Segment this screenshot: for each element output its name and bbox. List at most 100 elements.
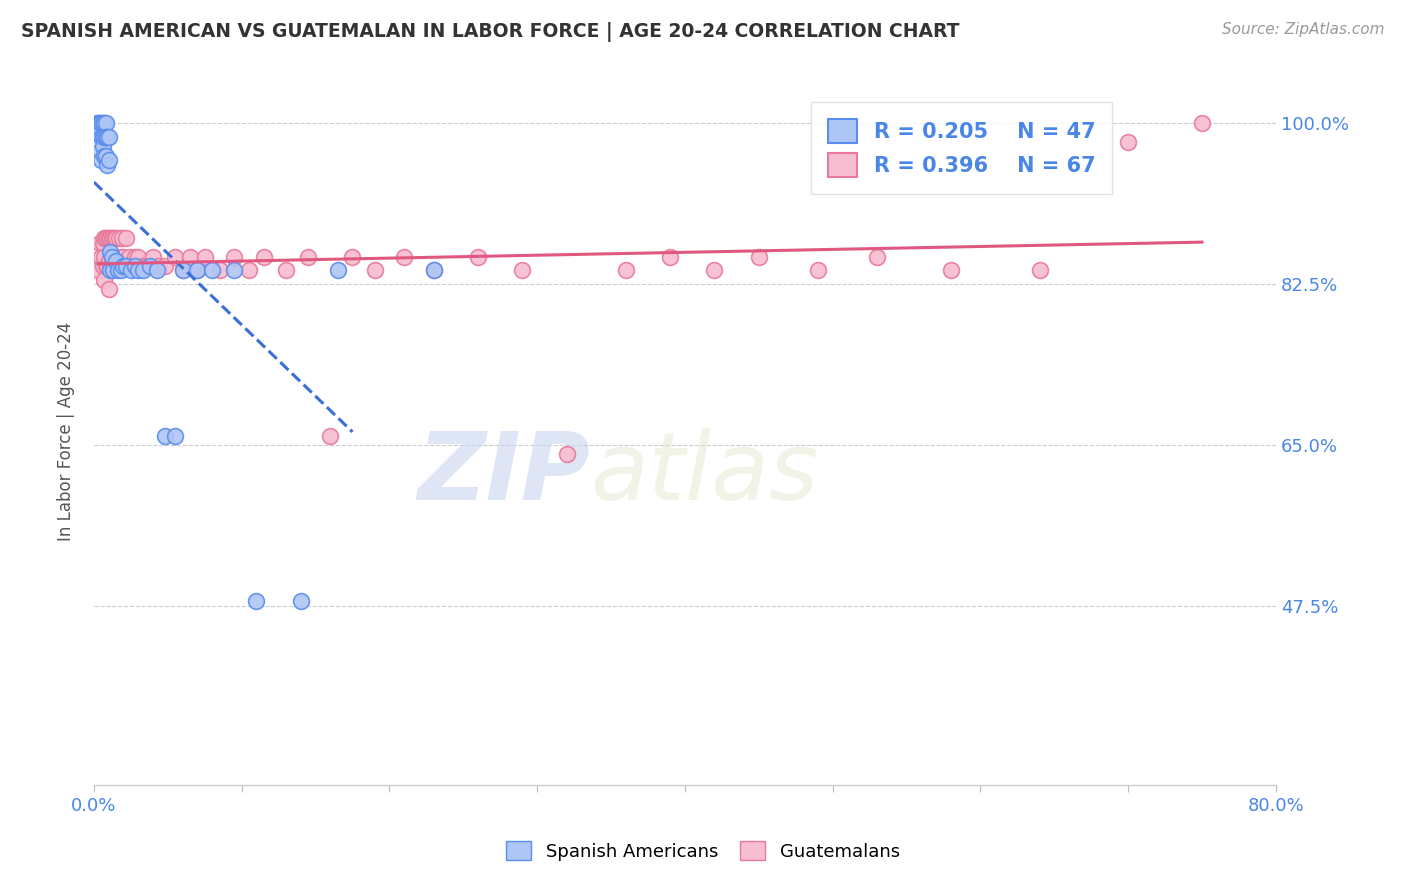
Point (807, 263, 830, 277)
Point (179, 250, 201, 264)
Point (94, 130, 117, 145)
Point (115, 259, 138, 273)
Point (101, 263, 124, 277)
Point (939, 263, 962, 277)
Point (97, 282, 120, 296)
Point (1191, 116, 1213, 130)
Point (90, 250, 112, 264)
Point (87, 126, 110, 140)
Point (87, 116, 110, 130)
Point (467, 250, 489, 264)
Point (172, 263, 194, 277)
Point (290, 594, 312, 608)
Point (90, 116, 112, 130)
Point (89, 235, 111, 250)
Point (139, 259, 162, 273)
Point (124, 259, 146, 273)
Point (101, 259, 124, 273)
Point (342, 250, 364, 264)
Point (104, 231, 127, 245)
Point (112, 250, 135, 264)
Point (186, 263, 208, 277)
Point (94, 148, 117, 162)
Point (748, 250, 770, 264)
Point (93, 130, 115, 145)
Point (94, 116, 117, 130)
Point (165, 428, 187, 442)
Point (238, 263, 260, 277)
Point (111, 231, 134, 245)
Point (326, 263, 349, 277)
Point (98, 263, 121, 277)
Point (107, 254, 129, 268)
Point (93, 250, 115, 264)
Point (110, 250, 132, 264)
Point (153, 259, 176, 273)
Text: ZIP: ZIP (418, 427, 591, 519)
Point (208, 263, 231, 277)
Point (91, 116, 114, 130)
Point (93, 116, 115, 130)
Point (91, 235, 114, 250)
Point (201, 263, 224, 277)
Point (97, 254, 120, 268)
Point (94, 231, 117, 245)
Y-axis label: In Labor Force | Age 20-24: In Labor Force | Age 20-24 (58, 321, 75, 541)
Point (245, 594, 267, 608)
Point (423, 263, 446, 277)
Point (100, 250, 122, 264)
Point (87, 263, 110, 277)
Point (253, 250, 276, 264)
Point (136, 259, 159, 273)
Point (91, 130, 114, 145)
Point (86, 116, 108, 130)
Point (100, 231, 122, 245)
Point (93, 231, 115, 245)
Point (108, 231, 131, 245)
Point (659, 250, 682, 264)
Point (194, 250, 217, 264)
Point (110, 263, 132, 277)
Point (100, 259, 122, 273)
Point (423, 263, 446, 277)
Point (96, 130, 118, 145)
Point (90, 153, 112, 167)
Point (90, 130, 112, 145)
Point (98, 259, 121, 273)
Point (112, 259, 135, 273)
Point (224, 250, 246, 264)
Point (120, 263, 142, 277)
Point (224, 263, 246, 277)
Point (97, 153, 120, 167)
Text: Source: ZipAtlas.com: Source: ZipAtlas.com (1222, 22, 1385, 37)
Point (1028, 263, 1050, 277)
Point (89, 116, 111, 130)
Point (89, 126, 111, 140)
Point (93, 272, 115, 286)
Point (89, 144, 111, 158)
Point (319, 428, 342, 442)
Point (96, 259, 118, 273)
Point (297, 250, 319, 264)
Point (127, 250, 149, 264)
Point (105, 231, 128, 245)
Text: atlas: atlas (591, 428, 818, 519)
Point (101, 231, 124, 245)
Point (118, 250, 141, 264)
Point (93, 148, 115, 162)
Point (91, 259, 114, 273)
Point (107, 263, 129, 277)
Point (148, 259, 170, 273)
Point (614, 263, 637, 277)
Legend: Spanish Americans, Guatemalans: Spanish Americans, Guatemalans (498, 832, 908, 870)
Point (127, 263, 149, 277)
Point (142, 250, 165, 264)
Point (866, 250, 889, 264)
Point (131, 263, 153, 277)
Point (94, 259, 117, 273)
Point (124, 250, 146, 264)
Point (392, 250, 415, 264)
Point (555, 447, 578, 461)
Point (98, 231, 121, 245)
Point (165, 250, 187, 264)
